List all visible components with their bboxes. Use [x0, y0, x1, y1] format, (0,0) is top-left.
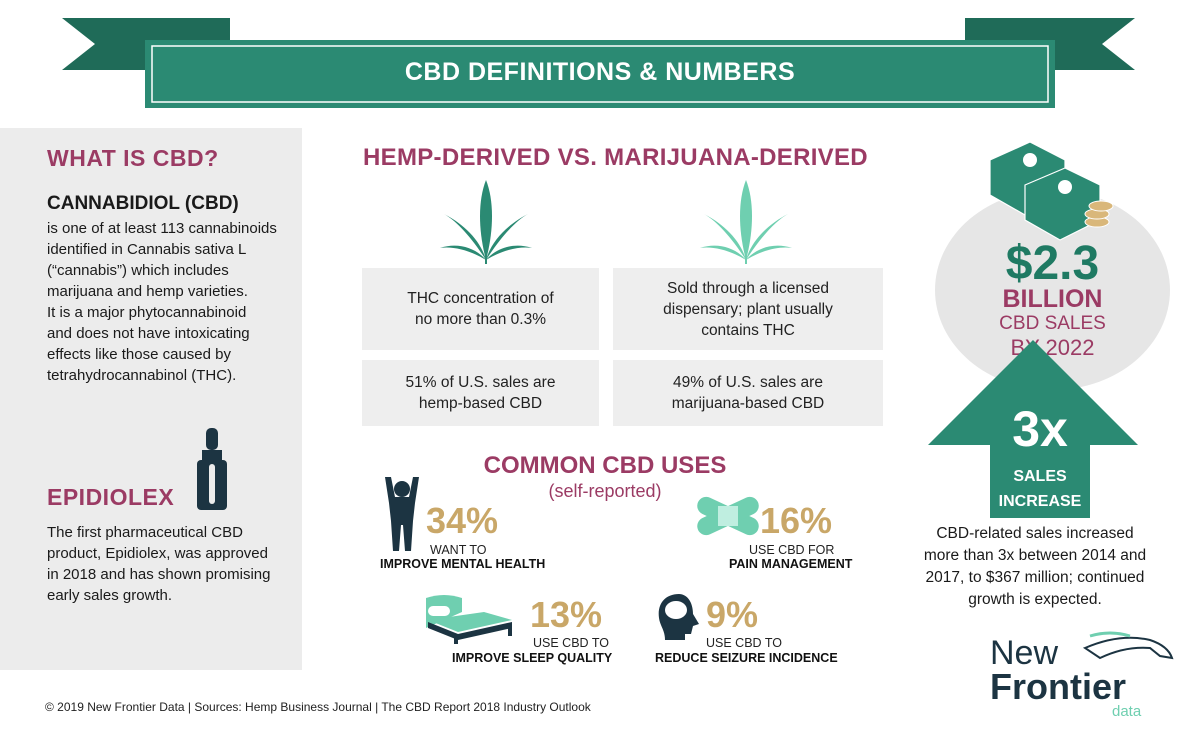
brain-head-icon [658, 594, 699, 640]
new-frontier-logo: New Frontier data [990, 634, 1142, 720]
use-desc-pain: PAIN MANAGEMENT [729, 557, 853, 571]
sales-label: CBD SALES [999, 313, 1106, 334]
cbd-term: CANNABIDIOL (CBD) [47, 193, 239, 214]
hemp-leaf-icon [440, 180, 532, 264]
title-banner [62, 18, 1135, 108]
up-arrow-icon [928, 340, 1138, 518]
use-label-seizure: USE CBD TO [706, 636, 782, 650]
epidiolex-heading: EPIDIOLEX [47, 484, 175, 510]
horse-logo-icon [1082, 631, 1174, 660]
use-desc-seizure: REDUCE SEIZURE INCIDENCE [655, 651, 838, 665]
use-desc-mental-health: IMPROVE MENTAL HEALTH [380, 557, 546, 571]
marijuana-sales-box: 49% of U.S. sales are marijuana-based CBD [613, 360, 883, 426]
use-label-sleep: USE CBD TO [533, 636, 609, 650]
dropper-bottle-icon [197, 428, 227, 510]
use-value-mental-health: 34% [426, 500, 499, 541]
page-title: CBD DEFINITIONS & NUMBERS [404, 58, 796, 86]
growth-description: CBD-related sales increased more than 3x … [923, 525, 1147, 608]
what-is-cbd-heading: WHAT IS CBD? [47, 145, 219, 171]
bandage-icon [697, 496, 759, 536]
use-label-mental-health: WANT TO [430, 543, 487, 557]
marijuana-leaf-icon [700, 180, 792, 264]
growth-value: 3x [1012, 401, 1068, 457]
use-value-seizure: 9% [706, 594, 759, 635]
marijuana-dispensary-box: Sold through a licensed dispensary; plant… [613, 268, 883, 350]
growth-label-2: INCREASE [998, 493, 1082, 510]
use-value-pain: 16% [760, 500, 833, 541]
comparison-heading: HEMP-DERIVED VS. MARIJUANA-DERIVED [363, 144, 868, 171]
footer-sources: © 2019 New Frontier Data | Sources: Hemp… [45, 700, 591, 714]
cbd-definition: is one of at least 113 cannabinoids ident… [47, 220, 277, 384]
use-label-pain: USE CBD FOR [749, 543, 835, 557]
uses-heading: COMMON CBD USES [483, 452, 727, 479]
sales-value: $2.3 [1005, 237, 1100, 290]
uses-subheading: (self-reported) [548, 481, 662, 501]
stressed-person-icon [385, 477, 419, 551]
what-is-cbd-panel [0, 128, 302, 670]
money-stack-icon [989, 141, 1114, 241]
use-desc-sleep: IMPROVE SLEEP QUALITY [452, 651, 613, 665]
hemp-thc-box: THC concentration of no more than 0.3% [362, 268, 599, 350]
bed-icon [426, 595, 512, 644]
epidiolex-text: The first pharmaceutical CBD product, Epi… [47, 524, 271, 604]
use-value-sleep: 13% [530, 594, 603, 635]
sales-unit: BILLION [1002, 285, 1103, 313]
growth-label-1: SALES [1013, 468, 1067, 485]
hemp-sales-box: 51% of U.S. sales are hemp-based CBD [362, 360, 599, 426]
